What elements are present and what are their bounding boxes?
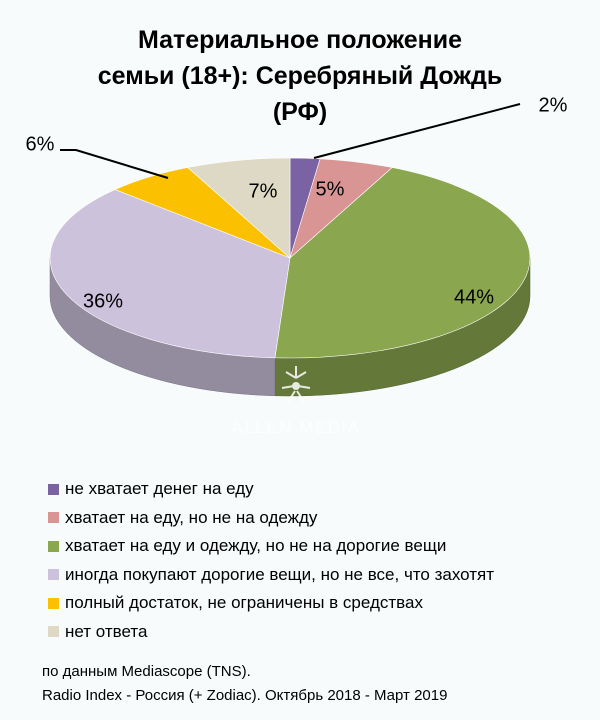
legend-swatch (48, 569, 59, 581)
pie-value-label: 36% (83, 290, 123, 312)
pie-value-label: 44% (454, 286, 494, 308)
chart-title-line-3: (РФ) (272, 98, 328, 126)
legend-swatch (48, 626, 59, 638)
legend-swatch (48, 512, 59, 524)
pie-leader-line (60, 149, 169, 179)
pie-chart: 2% 5% 44% 36% 6% 7% ALLEN MEDIA (25, 94, 568, 437)
legend-label: полный достаток, не ограничены в средств… (65, 593, 423, 613)
legend-item: хватает на еду, но не на одежду (48, 504, 494, 533)
legend-item: хватает на еду и одежду, но не на дороги… (48, 532, 494, 561)
watermark-text: ALLEN MEDIA (232, 418, 361, 437)
legend: не хватает денег на еду хватает на еду, … (48, 475, 494, 646)
legend-swatch (48, 483, 59, 495)
legend-item: не хватает денег на еду (48, 475, 494, 504)
legend-label: нет ответа (65, 621, 148, 641)
pie-slice (274, 167, 531, 359)
pie-value-label: 2% (539, 94, 568, 116)
source-line: по данным Mediascope (TNS). (42, 663, 251, 680)
legend-item: нет ответа (48, 618, 494, 647)
watermark-star-icon (281, 366, 311, 403)
legend-label: хватает на еду и одежду, но не на дороги… (65, 536, 447, 556)
legend-label: иногда покупают дорогие вещи, но не все,… (65, 564, 495, 584)
pie-value-label: 5% (316, 178, 345, 200)
pie-slice (187, 157, 291, 259)
pie-slices (49, 157, 531, 359)
source-note: по данным Mediascope (TNS). Radio Index … (42, 660, 447, 708)
legend-item: иногда покупают дорогие вещи, но не все,… (48, 561, 494, 590)
legend-label: не хватает денег на еду (65, 479, 254, 499)
pie-value-label: 6% (26, 133, 55, 155)
pie-slice (49, 189, 291, 359)
source-line: Radio Index - Россия (+ Zodiac). Октябрь… (42, 687, 448, 704)
pie-value-label: 7% (249, 180, 278, 202)
pie-leader-line (313, 103, 521, 159)
legend-swatch (48, 540, 59, 552)
pie-labels: 2% 5% 44% 36% 6% 7% (26, 94, 568, 312)
legend-swatch (48, 597, 59, 609)
legend-label: хватает на еду, но не на одежду (65, 507, 318, 527)
legend-item: полный достаток, не ограничены в средств… (48, 589, 494, 618)
watermark: ALLEN MEDIA (232, 366, 361, 437)
chart-title-line-1: Материальное положение (137, 26, 463, 54)
chart-title-line-2: семьи (18+): Серебряный Дождь (97, 62, 503, 90)
